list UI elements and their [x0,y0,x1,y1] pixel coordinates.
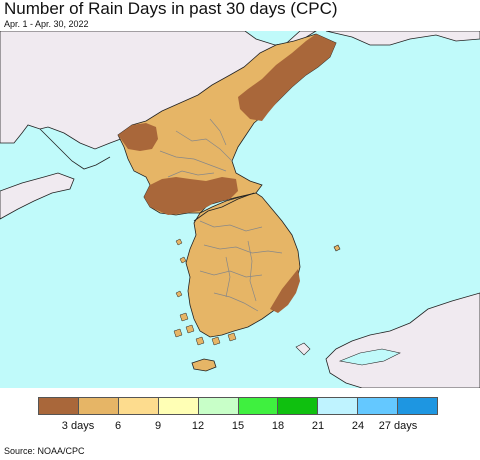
legend-swatch [78,398,119,414]
nk-northwest-dry [118,123,158,151]
date-range: Apr. 1 - Apr. 30, 2022 [4,19,89,29]
legend-swatch [238,398,279,414]
legend-swatch [158,398,199,414]
jeju-island [191,358,217,372]
legend-swatch [278,398,319,414]
sk-southeast-dry [270,269,300,313]
color-legend [38,397,438,415]
russia-landmass [325,30,480,46]
nk-northeast-dry [238,34,336,121]
japan-inland-sea [338,348,401,366]
south-korea [185,192,301,338]
map-title: Number of Rain Days in past 30 days (CPC… [4,0,338,18]
legend-tick-label: 21 [311,420,325,432]
shandong-peninsula [0,172,75,220]
legend-swatch [398,398,438,414]
ulleung-island [333,244,341,252]
legend-swatch [358,398,399,414]
nk-southwest-dry [144,177,238,215]
japan-small-island [295,342,311,356]
legend-tick-label: 18 [271,420,285,432]
legend-tick-label: 6 [114,420,122,432]
legend-tick-label: 27 days [378,420,418,432]
legend-tick-label: 24 [351,420,365,432]
source-credit: Source: NOAA/CPC [4,446,85,456]
legend-tick-label: 9 [154,420,162,432]
legend-tick-label: 15 [231,420,245,432]
liaodong-outline [39,128,111,170]
legend-tick-label: 3 days [61,420,95,432]
legend-ticks: 3 days 6 9 12 15 18 21 24 27 days [38,420,438,434]
rain-days-map [0,30,480,389]
west-coast-islands [173,238,237,346]
legend-swatch [318,398,359,414]
legend-swatch [198,398,239,414]
legend-swatch [118,398,159,414]
legend-swatch [39,398,79,414]
provincial-borders [159,118,283,312]
legend-tick-label: 12 [191,420,205,432]
dmz-border [193,192,255,222]
